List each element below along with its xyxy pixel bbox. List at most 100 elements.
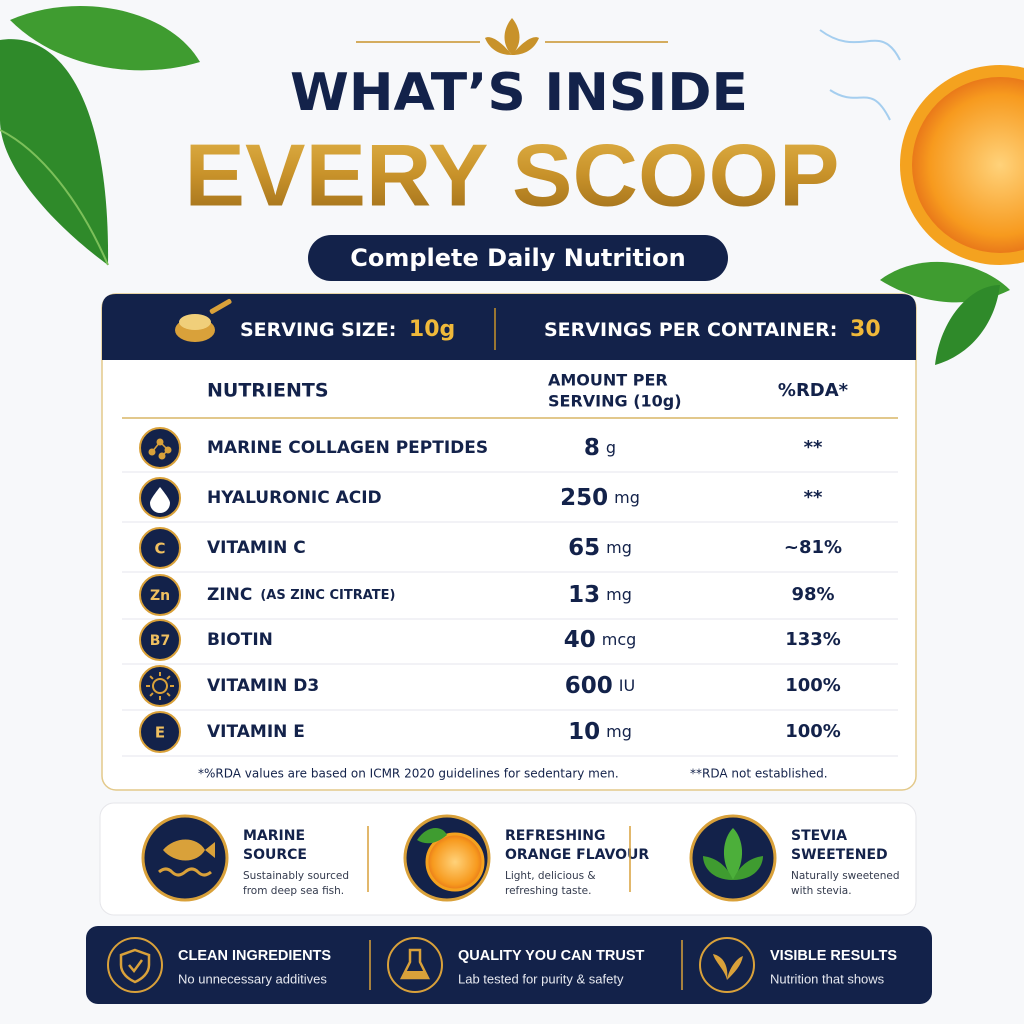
amount-unit: mg	[606, 585, 632, 604]
feature-title: STEVIA	[791, 828, 847, 844]
footnote: **RDA not established.	[690, 767, 828, 781]
badges: CLEAN INGREDIENTS No unnecessary additive…	[107, 937, 897, 993]
feature-title: MARINE	[243, 828, 305, 844]
nutrient-rda: **	[804, 437, 823, 458]
nutrient-icon	[139, 574, 181, 616]
amount-unit: g	[606, 438, 616, 457]
stevia-leaf	[723, 828, 743, 880]
orange-decoration	[819, 29, 1024, 365]
drop-icon	[150, 487, 170, 513]
nutrient-rda: **	[804, 487, 823, 508]
nutrient-badge: E	[155, 724, 165, 742]
badge-title: VISIBLE RESULTS	[770, 948, 897, 964]
nutrient-badge: C	[154, 540, 165, 558]
nutrient-rda: 133%	[785, 629, 841, 650]
feature-description: Naturally sweetened	[791, 870, 900, 882]
badge-icon	[107, 937, 163, 993]
column-header: %RDA*	[778, 380, 849, 401]
footnote: *%RDA values are based on ICMR 2020 guid…	[198, 767, 619, 781]
badge-description: No unnecessary additives	[178, 971, 327, 986]
column-header: NUTRIENTS	[207, 380, 329, 402]
molecule-bond	[151, 440, 170, 457]
feature-description: from deep sea fish.	[243, 885, 344, 897]
feature-title: REFRESHING	[505, 828, 605, 844]
subtitle: Complete Daily Nutrition	[350, 244, 685, 272]
nutrient-label: MARINE COLLAGEN PEPTIDES	[207, 438, 488, 458]
nutrient-name: BIOTIN	[207, 630, 273, 650]
badge-icon	[699, 937, 755, 993]
nutrient-amount: 600 IU	[565, 673, 635, 699]
nutrient-name: ZINC (AS ZINC CITRATE)	[207, 585, 395, 605]
sun-ray	[149, 675, 154, 680]
nutrient-amount: 10 mg	[568, 719, 632, 745]
nutrient-rda: 100%	[785, 721, 841, 742]
nutrient-badge: Zn	[150, 588, 170, 604]
amount-unit: mg	[614, 488, 640, 507]
nutrient-label: VITAMIN C	[207, 538, 306, 558]
subtitle-pill	[308, 235, 728, 281]
stevia-leaf	[703, 856, 763, 880]
feature-title: ORANGE FLAVOUR	[505, 847, 649, 863]
shield-icon	[119, 948, 151, 984]
amount-value: 13	[568, 582, 600, 608]
serving-size-value: 10g	[409, 317, 455, 342]
nutrient-rda: 98%	[791, 584, 834, 605]
serving-size: SERVING SIZE: 10g	[240, 317, 455, 342]
sun-ray	[166, 675, 171, 680]
nutrient-icon	[139, 527, 181, 569]
feature-title: SOURCE	[243, 847, 307, 863]
nutrient-icon	[139, 711, 181, 753]
nutrient-label: HYALURONIC ACID	[207, 488, 382, 508]
nutrient-badge: B7	[150, 633, 170, 649]
column-header: AMOUNT PER	[548, 371, 668, 390]
ornament-icon	[485, 18, 539, 55]
fish-icon	[163, 839, 215, 861]
nutrient-label: ZINC	[207, 585, 252, 605]
feature-title: SWEETENED	[791, 847, 888, 863]
nutrient-rda: ~81%	[784, 537, 842, 558]
amount-value: 10	[568, 719, 600, 745]
flask-icon	[399, 948, 431, 980]
sun-icon	[152, 678, 168, 694]
orange-icon	[425, 832, 485, 892]
wave-icon	[158, 867, 212, 877]
amount-value: 65	[568, 535, 600, 561]
leaf-decoration	[0, 5, 200, 266]
nutrient-label: VITAMIN D3	[207, 676, 319, 696]
title-line2: EVERY SCOOP	[185, 125, 840, 224]
feature-description: Sustainably sourced	[243, 870, 349, 882]
table-rows: MARINE COLLAGEN PEPTIDES 8 g ** HYALURONIC A…	[122, 427, 898, 757]
servings-per-container-label: SERVINGS PER CONTAINER:	[544, 319, 837, 341]
nutrient-note: (AS ZINC CITRATE)	[260, 588, 395, 603]
nutrient-label: VITAMIN E	[207, 722, 305, 742]
badges-bar	[86, 926, 932, 1004]
features: MARINE SOURCE Sustainably sourced from deep…	[141, 814, 900, 902]
badge-title: CLEAN INGREDIENTS	[178, 948, 331, 964]
amount-unit: IU	[619, 676, 635, 695]
nutrient-icon	[139, 427, 181, 469]
nutrient-name: VITAMIN C	[207, 538, 306, 558]
nutrient-rda: 100%	[785, 675, 841, 696]
feature-description: with stevia.	[791, 885, 852, 897]
badge-title: QUALITY YOU CAN TRUST	[458, 948, 645, 964]
sprout-icon	[713, 954, 743, 980]
badge-description: Nutrition that shows	[770, 971, 885, 986]
amount-value: 40	[564, 627, 596, 653]
nutrient-amount: 250 mg	[560, 485, 640, 511]
column-header: SERVING (10g)	[548, 392, 682, 411]
servings-per-container: SERVINGS PER CONTAINER: 30	[544, 317, 881, 342]
badge-icon	[387, 937, 443, 993]
nutrient-label: BIOTIN	[207, 630, 273, 650]
sun-ray	[149, 692, 154, 697]
feature-description: Light, delicious &	[505, 870, 596, 882]
amount-unit: mcg	[602, 630, 637, 649]
nutrient-amount: 13 mg	[568, 582, 632, 608]
sun-ray	[166, 692, 171, 697]
nutrient-icon	[139, 665, 181, 707]
nutrient-icon	[139, 619, 181, 661]
serving-size-label: SERVING SIZE:	[240, 319, 396, 341]
